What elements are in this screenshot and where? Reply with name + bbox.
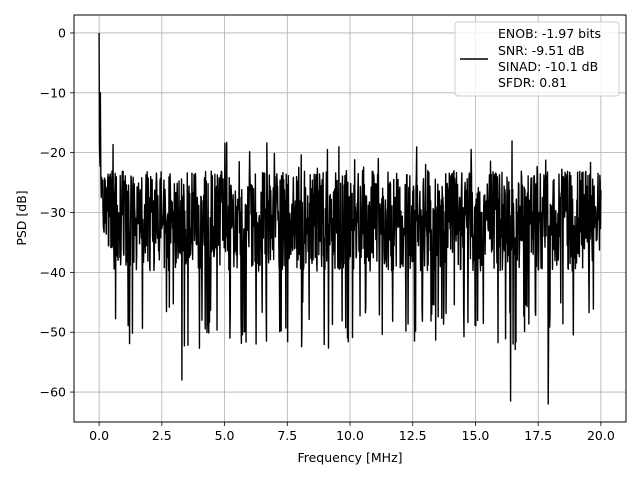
x-tick-label: 2.5 [152, 428, 172, 443]
x-tick-label: 20.0 [587, 428, 615, 443]
legend-enob: ENOB: -1.97 bits [498, 26, 601, 41]
x-tick-label: 10.0 [336, 428, 364, 443]
x-tick-label: 7.5 [277, 428, 297, 443]
axis-ticks: 0.0 2.5 5.0 7.5 10.0 12.5 15.0 17.5 20.0 0 −10 −20 −… [40, 25, 615, 443]
x-tick-label: 15.0 [462, 428, 490, 443]
y-tick-label: 0 [58, 25, 66, 40]
legend-snr: SNR: -9.51 dB [498, 43, 585, 58]
y-tick-label: −20 [40, 145, 66, 160]
x-tick-label: 17.5 [524, 428, 552, 443]
x-tick-label: 0.0 [89, 428, 109, 443]
psd-series-line [98, 32, 602, 405]
legend-sfdr: SFDR: 0.81 [498, 75, 567, 90]
y-axis-label: PSD [dB] [14, 190, 29, 245]
x-tick-label: 12.5 [399, 428, 427, 443]
x-axis-label: Frequency [MHz] [297, 450, 402, 465]
legend: ENOB: -1.97 bits SNR: -9.51 dB SINAD: -1… [454, 21, 620, 97]
y-tick-label: −60 [40, 385, 66, 400]
x-tick-label: 5.0 [215, 428, 235, 443]
plot-area [98, 32, 602, 405]
y-tick-label: −10 [40, 85, 66, 100]
legend-box [454, 21, 620, 97]
y-tick-label: −40 [40, 265, 66, 280]
y-tick-label: −50 [40, 325, 66, 340]
y-tick-label: −30 [40, 205, 66, 220]
legend-sinad: SINAD: -10.1 dB [498, 59, 598, 74]
